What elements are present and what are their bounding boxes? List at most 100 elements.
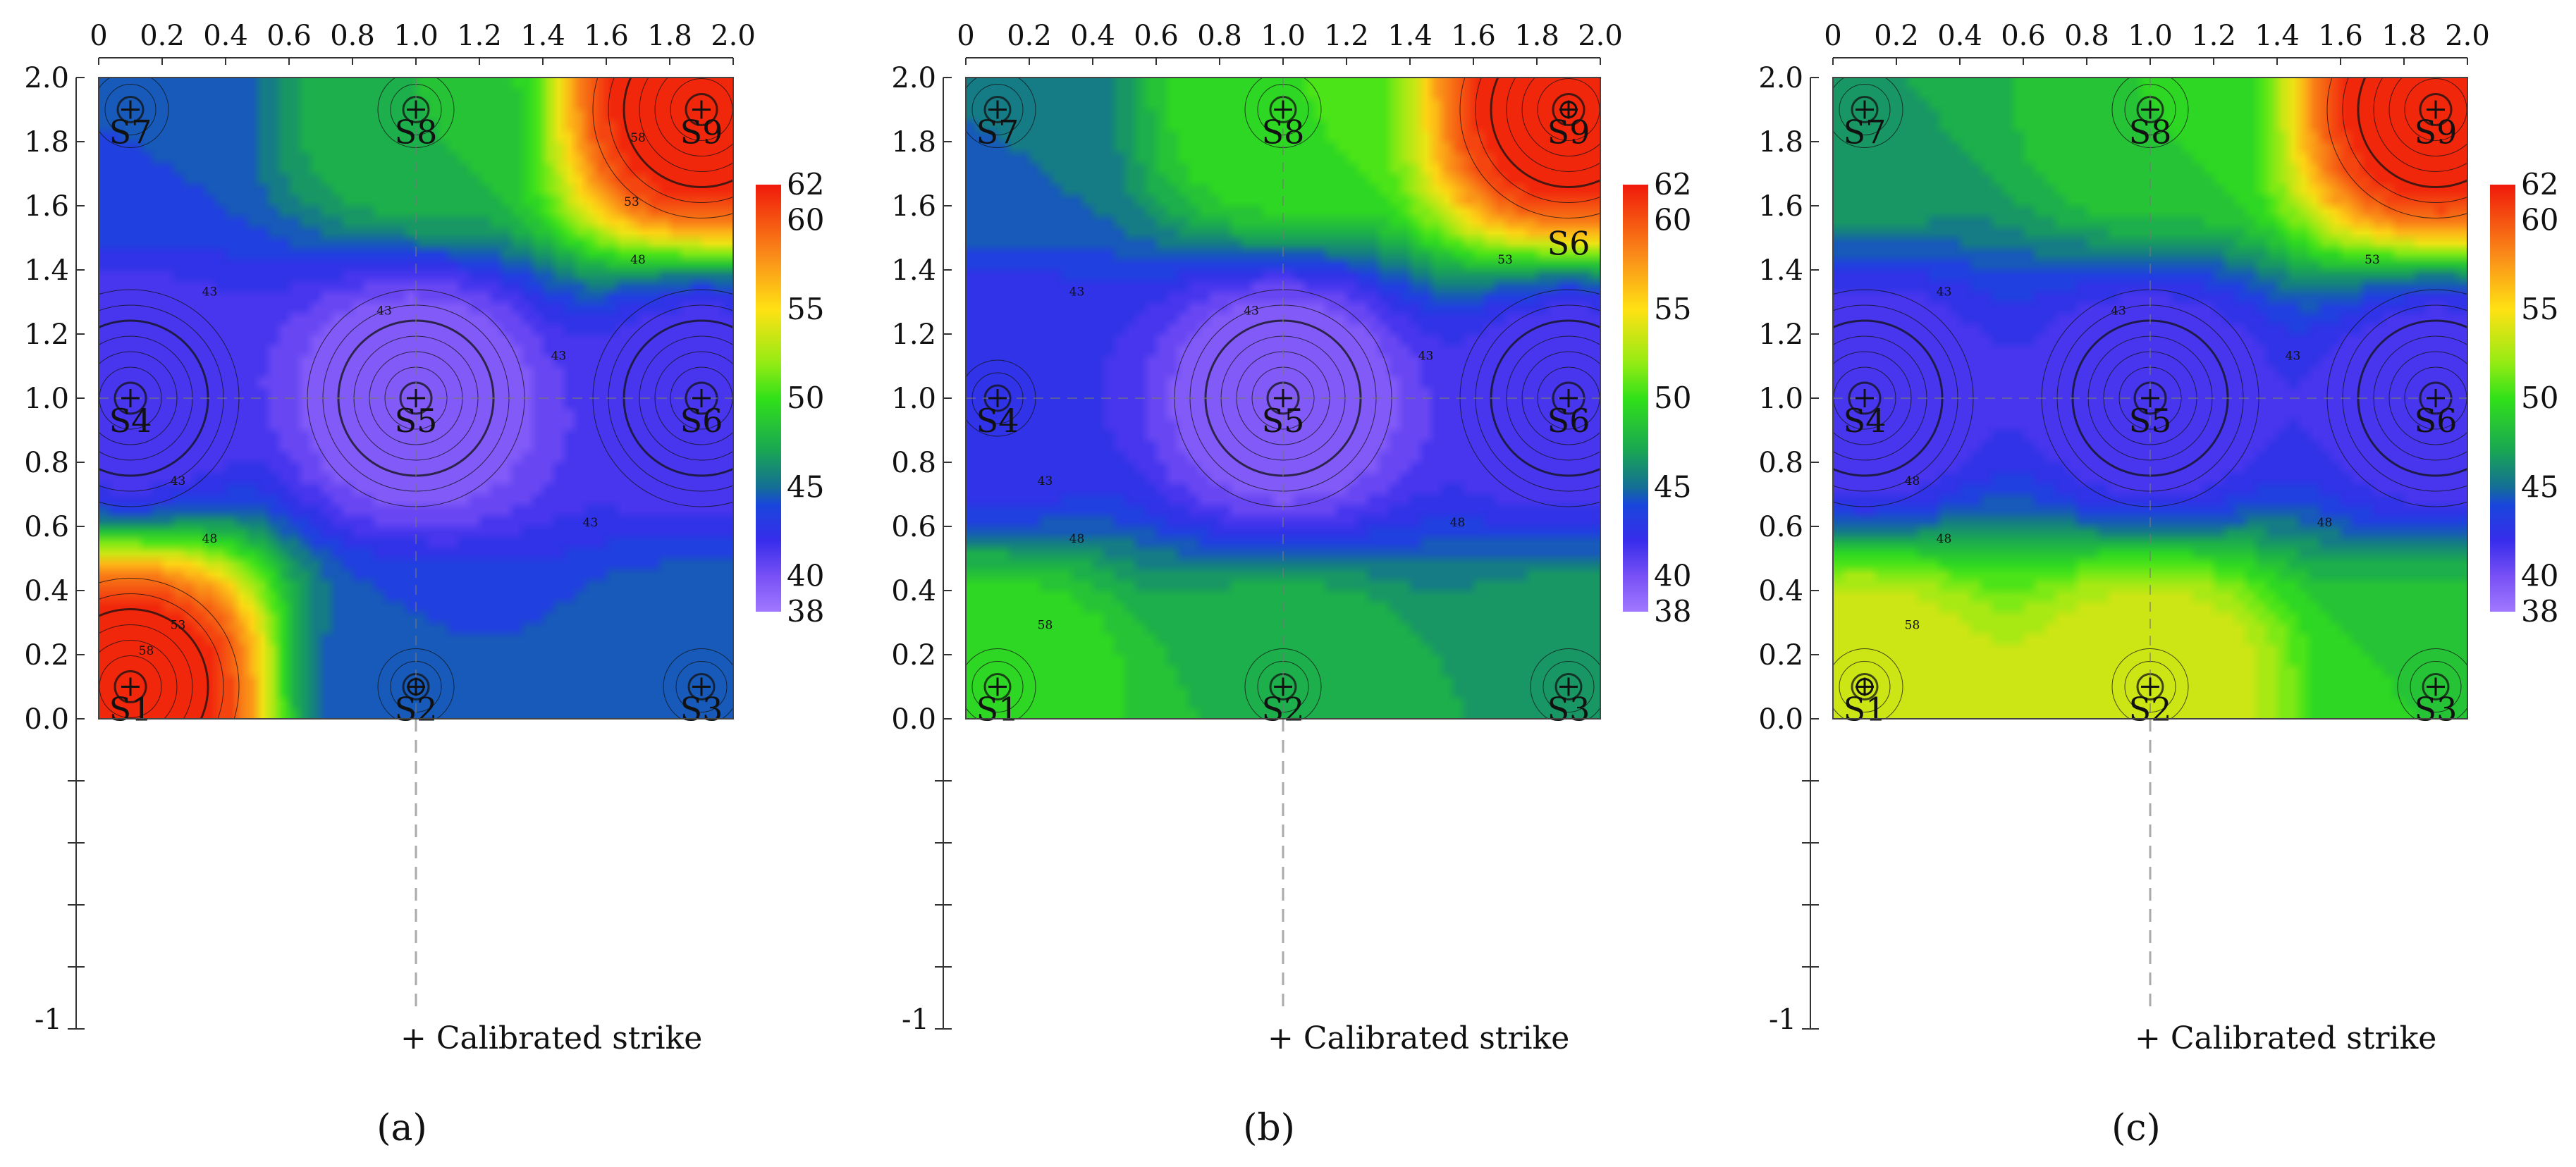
contour-line [2111,648,2189,719]
x-tick-label: 1.0 [2128,20,2173,52]
contour-line [1244,648,1322,719]
contour-line [1851,96,1879,123]
contour-line [99,624,193,719]
y-tick-label: 1.2 [24,319,69,351]
contour-line [116,96,145,123]
contour-line [99,78,169,148]
contour-line [1475,78,1600,203]
contour-line [687,673,716,700]
contour-line [654,351,733,445]
colorbar-tick-label: 55 [1654,292,1691,326]
contour-line [99,593,224,719]
sensor-label-extra: S6 [1547,225,1590,263]
x-tick-label: 0 [1824,20,1841,52]
y-tick-label: 0.2 [24,639,69,672]
y-tick-label: 1.6 [1758,190,1803,223]
y-tick-label: 0.8 [1758,447,1803,479]
x-tick-label: 0.8 [2064,20,2109,52]
contour-line [1490,78,1600,188]
y-tick-label: 0.0 [1758,703,1803,736]
contour-value-label: 48 [1905,474,1920,488]
panel-a: 43 43 43 43 43 48 48 53 58 53 58 S1 S2 S3 S4 S5 S6 S7 S8 S9… [24,20,824,1149]
colorbar-tick-label: 62 [787,167,824,202]
contour-line [654,78,733,156]
y-tick-label: 0.2 [891,639,936,672]
y-tick-label: 1.8 [891,126,936,159]
contour-line [966,648,1036,719]
contour-line [2410,661,2462,712]
contour-line [99,608,209,719]
legend-calibrated-strike: + Calibrated strike [400,1020,702,1056]
sensor-label-s3: S3 [1547,691,1590,729]
y-tick-label: 1.4 [891,254,936,287]
legend-calibrated-strike: + Calibrated strike [2135,1020,2436,1056]
x-tick-label: 1.6 [2318,20,2363,52]
x-tick-label: 1.6 [584,20,629,52]
sensor-label-s5: S5 [2129,402,2172,440]
sensor-label-s9: S9 [2415,113,2458,152]
y-tick-label-min: -1 [902,1004,929,1036]
contour-value-label: 48 [202,532,218,546]
sensor-label-s1: S1 [976,691,1019,729]
contour-line [1554,673,1583,700]
sensor-label-s3: S3 [680,691,723,729]
y-tick-label: 0.8 [891,447,936,479]
contour-line [983,673,1012,700]
contour-line [1459,78,1600,218]
contour-line [1839,84,1891,135]
sensor-label-s6: S6 [2415,402,2458,440]
colorbar-tick-label: 55 [2521,292,2558,326]
panel-c: 43 43 43 48 48 48 53 58 S1 S2 S3 S4 S5 S6 S7 S8 S9 0 0.2 0.… [1758,20,2558,1149]
x-tick-label: 1.2 [1324,20,1369,52]
contour-line [608,78,733,203]
contour-line [2373,335,2467,461]
y-tick-label: 0.6 [1758,511,1803,543]
contour-line [1542,661,1595,712]
sensor-label-s5: S5 [1262,402,1305,440]
sensor-label-s4: S4 [1844,402,1887,440]
contour-line [2388,78,2467,156]
x-tick-label: 0.2 [1874,20,1919,52]
contour-value-label: 58 [1905,619,1920,633]
contour-value-label: 48 [1450,516,1466,530]
contour-line [2373,78,2467,172]
y-tick-label: 1.2 [891,319,936,351]
contour-line [1506,78,1600,172]
y-tick-label: 1.4 [24,254,69,287]
colorbar-tick-label: 55 [787,292,824,326]
y-tick-label: 0.2 [1758,639,1803,672]
panel-b: 43 43 43 43 48 48 53 58 S1 S2 S3 S4 S5 S6 S7 S8 S9 S6 0 0.2… [891,20,1691,1149]
colorbar-tick-label: 62 [2521,167,2558,202]
colorbar-tick-label: 60 [1654,203,1691,237]
x-tick-label: 0.8 [1197,20,1242,52]
contour-line [971,84,1024,135]
contour-value-label: 48 [1069,532,1085,546]
contour-line [377,648,455,719]
sensor-label-s6: S6 [1547,402,1590,440]
y-tick-label: 0.0 [891,703,936,736]
sensor-label-s9: S9 [1547,113,1590,152]
x-tick-label: 1.8 [2381,20,2427,52]
sensor-label-s5: S5 [395,402,438,440]
colorbar-tick-label: 40 [787,559,824,593]
contour-line [1848,381,1882,415]
y-tick-label: 0.4 [1758,575,1803,607]
contour-line [2422,673,2450,700]
y-tick-label-min: -1 [35,1004,62,1036]
contour-line [639,78,733,172]
contour-line [114,670,147,703]
contour-line [1506,335,1600,461]
contour-value-label: 43 [1069,285,1085,299]
sensor-label-s8: S8 [1262,113,1305,152]
contour-line [2419,93,2453,126]
x-tick-label: 1.4 [520,20,565,52]
x-tick-label: 1.4 [2255,20,2300,52]
y-tick-label: 1.6 [24,190,69,223]
contour-value-label: 43 [376,304,392,319]
contour-value-label: 43 [551,349,567,363]
calibrated-strike-marker [407,678,425,696]
legend-calibrated-strike: + Calibrated strike [1268,1020,1569,1056]
contour-line [2388,351,2467,445]
contour-line [663,648,733,719]
